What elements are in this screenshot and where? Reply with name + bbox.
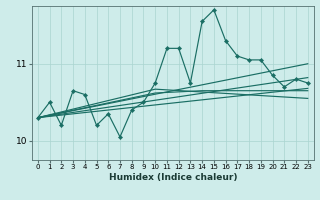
- X-axis label: Humidex (Indice chaleur): Humidex (Indice chaleur): [108, 173, 237, 182]
